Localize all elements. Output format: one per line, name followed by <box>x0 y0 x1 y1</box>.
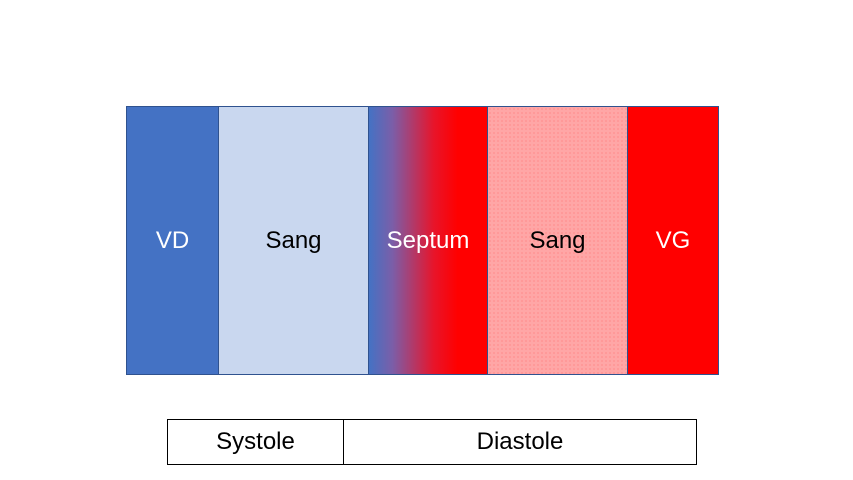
systole-cell: Systole <box>168 420 344 464</box>
left-blood-label: Sang <box>265 226 322 254</box>
heart-wall-diagram: VD Sang Septum Sang VG <box>126 106 719 375</box>
diastole-cell: Diastole <box>344 420 696 464</box>
right-ventricle-block: VD <box>127 107 219 374</box>
right-ventricle-label: VD <box>155 226 190 254</box>
diastole-label: Diastole <box>476 428 564 455</box>
cardiac-phase-table: Systole Diastole <box>167 419 697 465</box>
septum-block: Septum <box>369 107 488 374</box>
systole-label: Systole <box>216 428 295 455</box>
left-blood-block: Sang <box>219 107 369 374</box>
right-blood-block: Sang <box>488 107 628 374</box>
left-ventricle-label: VG <box>655 226 691 254</box>
left-ventricle-block: VG <box>628 107 718 374</box>
septum-label: Septum <box>386 226 470 254</box>
right-blood-label: Sang <box>529 226 586 254</box>
